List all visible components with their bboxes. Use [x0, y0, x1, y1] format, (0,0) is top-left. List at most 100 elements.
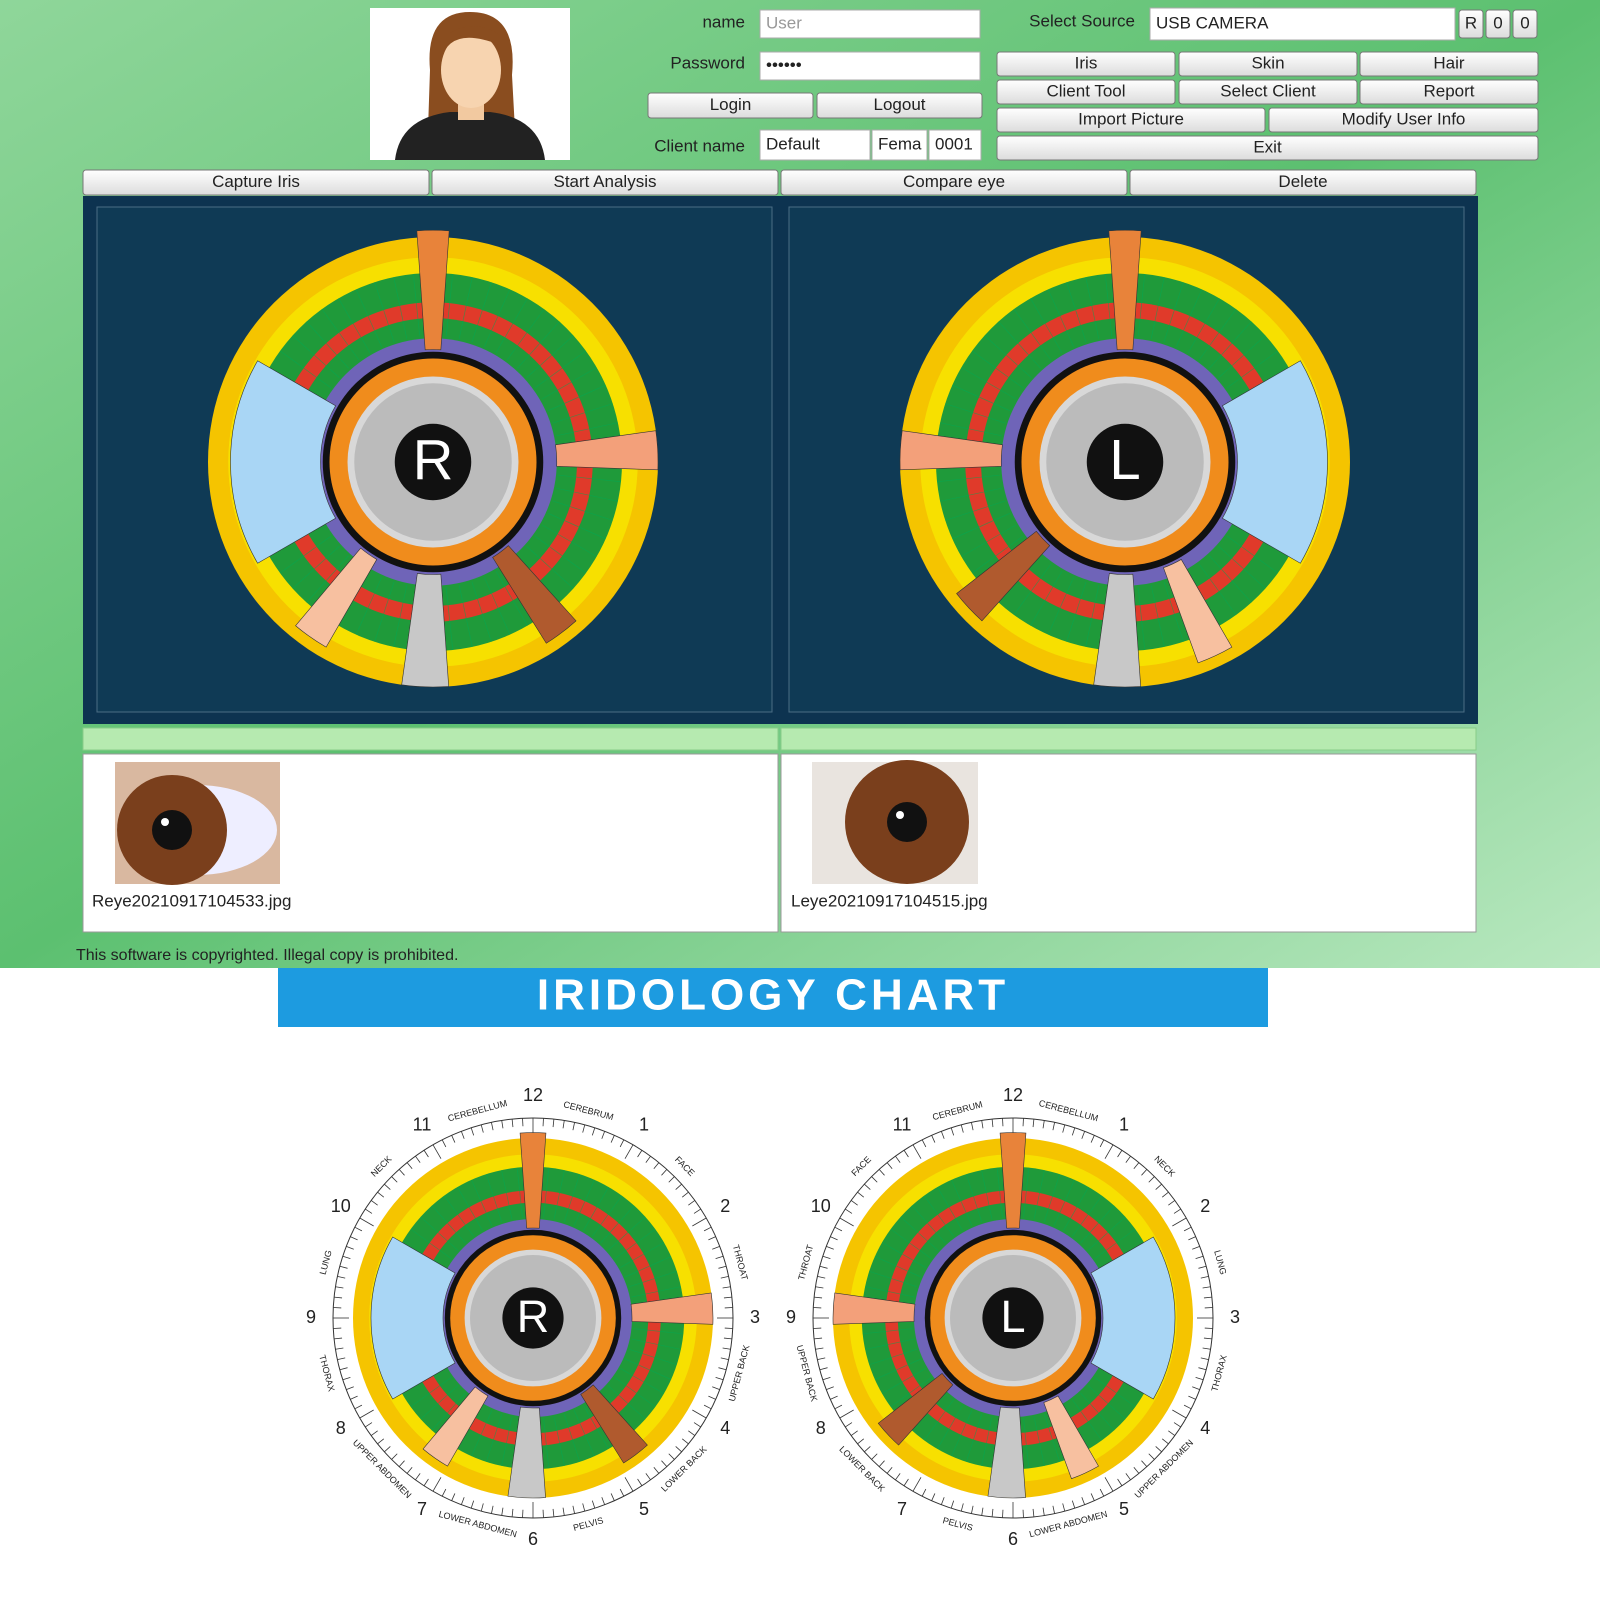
iris-fiber — [534, 350, 587, 389]
iris-fiber — [374, 581, 395, 642]
client-name-box[interactable] — [759, 129, 871, 161]
iris-fiber — [881, 1242, 926, 1268]
menu-button[interactable]: Hair — [1433, 53, 1465, 72]
tab-button[interactable]: Capture Iris — [212, 172, 300, 191]
dial-tick — [1200, 1276, 1209, 1279]
hour-label: 3 — [750, 1307, 760, 1327]
dial-tick — [342, 1376, 351, 1381]
eye-thumbnail[interactable] — [812, 760, 978, 884]
tab-button[interactable]: Start Analysis — [554, 172, 657, 191]
iris-sector — [295, 547, 378, 648]
iris-fiber — [495, 570, 528, 626]
dial-tick — [712, 1245, 720, 1250]
iris-fiber — [1218, 335, 1266, 378]
source-select-box[interactable] — [1149, 7, 1456, 41]
dial-tick — [1148, 1176, 1155, 1183]
tab-button-box[interactable] — [431, 169, 779, 196]
iris-fiber — [900, 1216, 939, 1251]
client-id-box[interactable] — [928, 129, 982, 161]
dial-tick — [335, 1347, 344, 1350]
menu-button[interactable]: Iris — [1075, 53, 1098, 72]
dial-tick — [552, 1508, 555, 1517]
dial-tick — [857, 1191, 865, 1198]
pupil — [1086, 423, 1164, 501]
menu-button-box[interactable] — [1359, 51, 1539, 77]
source-button-box[interactable] — [1485, 9, 1511, 39]
iris-fiber — [940, 422, 1002, 437]
eye-thumbnail[interactable] — [115, 762, 280, 885]
menu-button-box[interactable] — [996, 51, 1176, 77]
tab-button-box[interactable] — [1129, 169, 1477, 196]
dial-tick — [432, 1477, 442, 1492]
iris-fiber — [890, 1376, 932, 1408]
tab-button[interactable]: Delete — [1278, 172, 1327, 191]
zone-label: THROAT — [796, 1243, 815, 1281]
exit-button-box[interactable] — [996, 135, 1539, 161]
tab-button[interactable]: Compare eye — [903, 172, 1005, 191]
dial-tick — [552, 1119, 555, 1128]
iris-letter: R — [413, 428, 454, 491]
dial-tick — [822, 1376, 831, 1381]
dial-tick — [864, 1183, 871, 1190]
source-button-box[interactable] — [1512, 9, 1538, 39]
iris-fiber — [631, 1286, 681, 1298]
logout-button[interactable]: Logout — [874, 95, 926, 114]
dial-tick — [912, 1144, 922, 1159]
iris-letter: L — [1109, 428, 1140, 491]
menu-button-box[interactable] — [1359, 79, 1539, 105]
iris-fiber — [981, 1170, 993, 1220]
dial-tick — [981, 1120, 984, 1129]
iris-sector — [877, 1372, 954, 1446]
iris-fiber — [923, 1195, 955, 1237]
menu-button[interactable]: Import Picture — [1078, 109, 1184, 128]
copyright: This software is copyrighted. Illegal co… — [76, 947, 458, 964]
tab-button-box[interactable] — [780, 169, 1128, 196]
iris-fiber — [1080, 1392, 1115, 1431]
login-button[interactable]: Login — [710, 95, 752, 114]
menu-button-box[interactable] — [996, 79, 1176, 105]
logout-button-box[interactable] — [816, 92, 983, 119]
iris-fiber — [945, 403, 1006, 424]
dial-tick — [1192, 1386, 1200, 1391]
zone-label: FACE — [849, 1154, 873, 1178]
iris-fiber — [374, 282, 395, 343]
source-button[interactable]: R — [1465, 13, 1477, 32]
dial-tick — [722, 1286, 731, 1289]
menu-button[interactable]: Modify User Info — [1342, 109, 1466, 128]
iris-fiber — [321, 308, 360, 361]
iris-fiber — [563, 1413, 581, 1462]
source-button[interactable]: 0 — [1493, 13, 1502, 32]
iris-fiber — [965, 1413, 983, 1462]
menu-button-box[interactable] — [1268, 107, 1539, 133]
exit-button[interactable]: Exit — [1253, 137, 1282, 156]
source-button-box[interactable] — [1458, 9, 1484, 39]
name-input-box[interactable] — [759, 9, 981, 39]
dial-tick — [703, 1226, 712, 1232]
dial-tick — [693, 1422, 701, 1428]
menu-button-box[interactable] — [1178, 51, 1358, 77]
menu-button-box[interactable] — [1178, 79, 1358, 105]
menu-button-box[interactable] — [996, 107, 1266, 133]
dial-tick — [339, 1367, 348, 1371]
client-gender-box[interactable] — [871, 129, 928, 161]
iris-fiber — [1226, 535, 1279, 574]
zone-label: FACE — [673, 1154, 697, 1178]
login-button-box[interactable] — [647, 92, 814, 119]
iris-sector — [999, 1132, 1027, 1229]
password-input-box[interactable] — [759, 51, 981, 81]
dial-tick — [845, 1422, 853, 1428]
menu-button[interactable]: Select Client — [1220, 81, 1316, 100]
dial-tick — [359, 1217, 374, 1227]
iris-fiber — [998, 321, 1041, 369]
tab-button-box[interactable] — [82, 169, 430, 196]
zone-label: CEREBRUM — [931, 1099, 983, 1122]
iris-sector — [1043, 1395, 1099, 1480]
dial-tick — [572, 1505, 575, 1514]
source-button[interactable]: 0 — [1520, 13, 1529, 32]
menu-button[interactable]: Report — [1423, 81, 1474, 100]
dial-tick — [668, 1176, 675, 1183]
menu-button[interactable]: Skin — [1251, 53, 1284, 72]
iris-fiber — [1023, 1418, 1030, 1469]
menu-button[interactable]: Client Tool — [1046, 81, 1125, 100]
